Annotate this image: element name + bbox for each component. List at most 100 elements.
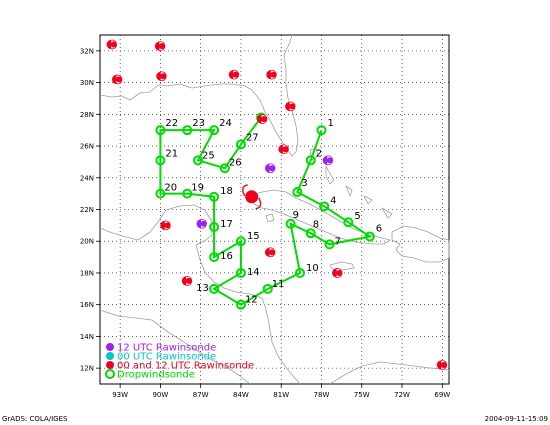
storm-center-marker [242,184,262,210]
rawinsonde-12-utc-site [264,163,276,174]
legend-swatch [106,343,114,351]
storm-swirl-arm [242,184,248,197]
rawinsonde-00-12-utc-site [106,39,117,50]
legend-swatch [106,352,114,360]
lat-tick-label: 32N [80,47,94,55]
dropwindsonde-label: 14 [247,267,260,278]
us-gulf-coastline [99,34,299,157]
lat-lon-grid [96,35,449,388]
isla-de-la-juventud [265,213,275,223]
dropwindsonde-point [235,267,246,278]
lat-tick-label: 14N [80,333,94,341]
dropwindsonde-label: 18 [220,186,233,197]
dropwindsonde-label: 10 [306,263,319,274]
lon-tick-label: 87W [193,391,209,399]
lat-tick-label: 22N [80,206,94,214]
rawinsonde-00-12-utc-site [436,360,448,370]
storm-swirl-arm [255,197,262,210]
lat-tick-label: 18N [80,269,94,277]
dropwindsonde-label: 16 [220,251,233,262]
rawinsonde-12-utc-sites [196,155,334,229]
dropwindsonde-label: 5 [354,211,360,222]
mexico-central-america-coastline [99,204,301,385]
rawinsonde-00-12-utc-site [111,74,123,85]
hispaniola-outline [391,225,450,263]
dropwindsonde-point [305,228,316,239]
coastlines [99,34,450,385]
dropwindsonde-point [209,191,220,202]
lon-tick-label: 75W [354,391,370,399]
south-america-coastline [329,361,450,385]
dropwindsonde-label: 3 [301,178,307,189]
dropwindsonde-point [209,252,220,263]
dropwindsonde-label: 11 [272,279,285,290]
rawinsonde-00-12-utc-site [156,71,167,82]
lat-tick-label: 12N [80,365,94,373]
legend-swatch [105,369,115,379]
rawinsonde-00-12-utc-site [256,114,268,124]
legend-swatch [106,361,114,369]
dropwindsonde-label: 12 [245,295,258,306]
legend-label: 00 UTC Rawinsonde [117,352,216,363]
latitude-labels: 12N 14N 16N 18N 20N 22N 24N 26N 28N 30N 32N [80,47,94,372]
lat-tick-label: 24N [80,174,94,182]
dropwindsonde-label: 22 [165,118,178,129]
rawinsonde-12-utc-site [196,218,207,229]
dropwindsonde-point [192,155,203,166]
dropwindsonde-point [235,236,246,247]
dropwindsonde-point [295,267,306,278]
rawinsonde-00-12-utc-site [285,101,296,112]
dropwindsonde-label: 26 [229,157,242,168]
dropwindsonde-label: 4 [330,195,336,206]
dropwindsonde-point [209,125,220,136]
dropwindsonde-label: 7 [335,236,341,247]
dropwindsonde-point [319,201,330,212]
dropwindsonde-point [262,283,273,294]
dropwindsonde-label: 6 [376,223,382,234]
longitude-labels: 93W 90W 87W 84W 81W 78W 75W 72W 69W [112,391,450,399]
dropwindsonde-point [209,221,220,232]
dropwindsonde-point [155,155,166,166]
rawinsonde-00-12-utc-site [160,220,171,231]
lat-tick-label: 26N [80,143,94,151]
storm-center-dot [245,190,259,204]
dropwindsonde-label: 9 [293,210,299,221]
lat-tick-label: 20N [80,238,94,246]
dropwindsonde-point [343,217,354,228]
dropwindsonde-label: 27 [246,132,259,143]
dropwindsonde-point [305,155,316,166]
dropwindsonde-point [235,299,246,310]
cuba-outline [249,189,391,245]
rawinsonde-00-12-utc-site [181,275,193,286]
lon-tick-label: 84W [233,391,249,399]
dropwindsonde-point [364,231,375,242]
lon-tick-label: 72W [394,391,410,399]
pacific-coastline [99,309,251,385]
dropwindsonde-point [155,188,166,199]
legend-label: 00 and 12 UTC Rawinsonde [117,361,254,372]
dropwindsonde-label: 24 [219,118,232,129]
dropwindsonde-point [324,239,335,250]
dropwindsonde-point [182,188,193,199]
lat-tick-label: 28N [80,111,94,119]
dropwindsonde-label: 19 [191,183,204,194]
dropwindsonde-label: 15 [247,231,260,242]
dropwindsonde-point [209,283,220,294]
rawinsonde-00-12-utc-site [228,69,240,80]
dropwindsonde-point [316,125,327,136]
lon-tick-label: 78W [314,391,330,399]
dropwindsonde-point [219,163,230,174]
dropwindsonde-label: 25 [202,150,215,161]
footer-left-label: GrADS: COLA/IGES [2,415,68,423]
dropwindsonde-label: 1 [327,118,333,129]
lon-tick-label: 69W [434,391,450,399]
dropwindsonde-point [182,125,193,136]
lat-tick-label: 16N [80,301,94,309]
lon-tick-label: 81W [273,391,289,399]
bahamas-islands [309,147,393,219]
map-border [99,34,450,385]
dropwindsonde-label: 2 [316,148,322,159]
